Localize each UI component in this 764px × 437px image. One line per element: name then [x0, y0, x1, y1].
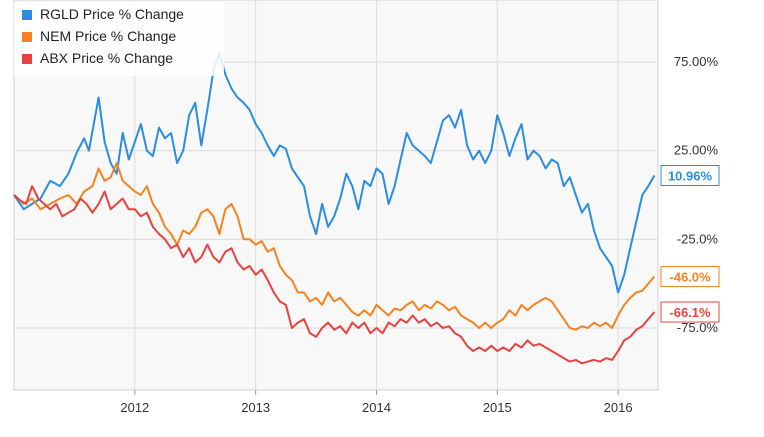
- legend-entry: ABX Price % Change: [40, 50, 173, 66]
- end-value-label: -66.1%: [669, 305, 711, 320]
- gridlines: [14, 0, 658, 390]
- x-tick-label: 2013: [241, 400, 270, 415]
- series-line-0: [13, 52, 656, 294]
- x-axis-ticks: 2012 2013 2014 2015 2016: [120, 390, 633, 415]
- legend-swatch: [22, 10, 32, 20]
- series-line-1: [13, 162, 656, 331]
- end-value-label: -46.0%: [669, 270, 711, 285]
- x-tick-label: 2012: [120, 400, 149, 415]
- series-lines: [13, 52, 656, 365]
- y-tick-label: -75.0%: [677, 320, 719, 335]
- y-axis-ticks: 75.00% 25.00% -25.0% -75.0%: [674, 54, 719, 335]
- series-line-2: [13, 185, 656, 365]
- legend-box: [14, 2, 224, 76]
- end-value-label: 10.96%: [668, 169, 713, 184]
- x-tick-label: 2016: [604, 400, 633, 415]
- end-value-labels: 10.96% -46.0% -66.1%: [660, 165, 720, 323]
- legend-entry: NEM Price % Change: [40, 28, 176, 44]
- end-label-box: [660, 266, 720, 288]
- legend-swatch: [22, 32, 32, 42]
- x-tick-label: 2014: [362, 400, 391, 415]
- legend-swatch: [22, 54, 32, 64]
- legend: RGLD Price % Change NEM Price % Change ABX…: [14, 2, 224, 76]
- end-label-box: [660, 301, 720, 323]
- end-label-box: [660, 165, 720, 186]
- x-tick-label: 2015: [483, 400, 512, 415]
- y-tick-label: -25.0%: [677, 231, 719, 246]
- y-tick-label: 75.00%: [674, 54, 719, 69]
- legend-entry: RGLD Price % Change: [40, 6, 184, 22]
- y-tick-label: 25.00%: [674, 143, 719, 158]
